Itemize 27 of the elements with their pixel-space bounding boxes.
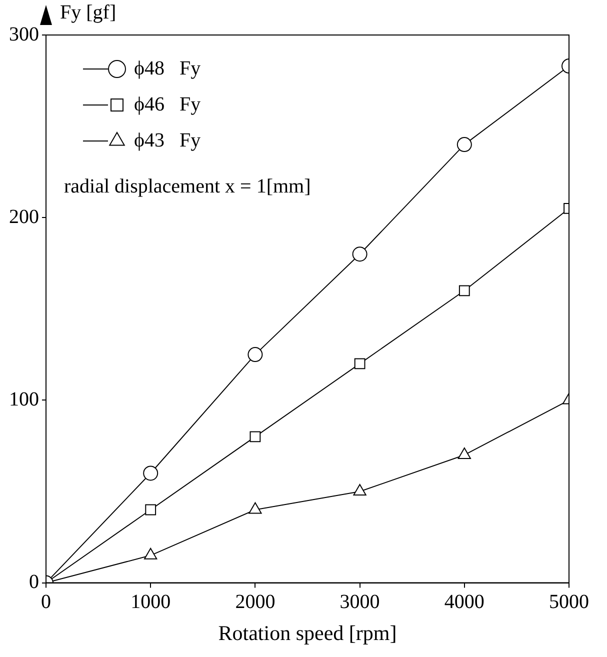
point: [352, 246, 368, 262]
point: [456, 137, 472, 152]
point: [353, 484, 366, 496]
x-tick-label: 1000: [130, 591, 171, 614]
point: [143, 466, 158, 481]
x-axis-title: Rotation speed [rpm]: [218, 620, 397, 645]
point: [248, 502, 262, 514]
y-tick-label: 200: [9, 206, 39, 228]
point: [354, 358, 366, 370]
y-tick-label: 300: [9, 23, 39, 46]
point: [250, 431, 261, 442]
x-tick-label: 3000: [340, 591, 380, 614]
x-tick-label: 4000: [444, 591, 484, 614]
y-tick-label: 0: [29, 571, 39, 594]
y-axis-title: Fy [gf]: [60, 1, 116, 24]
legend-label: ϕ46 Fy: [134, 93, 201, 116]
legend-label: ϕ48 Fy: [134, 57, 201, 80]
legend-label: ϕ43 Fy: [134, 129, 201, 152]
annotation: radial displacement x = 1[mm]: [64, 175, 311, 198]
point: [248, 347, 263, 362]
point: [144, 548, 158, 560]
x-tick-label: 2000: [235, 591, 276, 614]
point: [458, 447, 471, 459]
point: [145, 504, 156, 516]
point: [458, 285, 470, 296]
y-tick-label: 100: [9, 388, 39, 410]
x-tick-label: 5000: [549, 591, 589, 614]
